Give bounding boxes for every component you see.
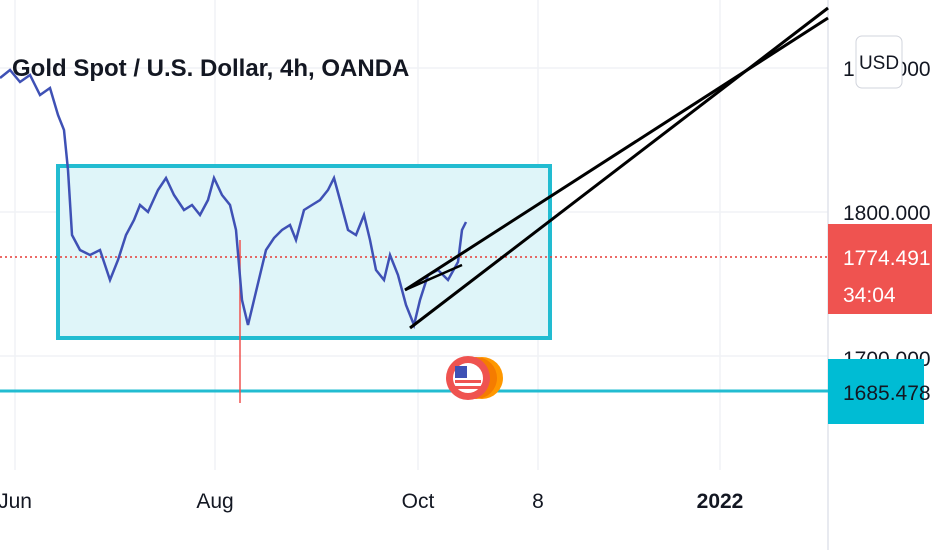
time-label: 2022 — [697, 490, 744, 513]
currency-button[interactable] — [855, 35, 903, 89]
range-rectangle[interactable] — [56, 164, 552, 340]
time-label: 8 — [532, 490, 544, 513]
flag-stripe — [455, 386, 481, 389]
countdown: 34:04 — [843, 284, 896, 307]
flag-stripe — [455, 380, 481, 383]
flag-canton — [455, 366, 467, 378]
price-series — [0, 68, 468, 330]
trend-line[interactable] — [404, 16, 829, 292]
time-label: Jun — [0, 490, 32, 513]
time-label: Aug — [196, 490, 233, 513]
trend-line[interactable] — [404, 263, 463, 292]
currency-label: USD — [859, 53, 899, 74]
price-label: 1800.000 — [843, 202, 931, 225]
time-label: Oct — [402, 490, 435, 513]
event-icon[interactable] — [446, 356, 503, 400]
last-price-tag — [828, 224, 932, 314]
symbol-title: Gold Spot / U.S. Dollar, 4h, OANDA — [12, 55, 409, 82]
line-price: 1685.478 — [843, 382, 931, 405]
last-price: 1774.491 — [843, 247, 931, 270]
line-price-tag — [828, 359, 924, 424]
